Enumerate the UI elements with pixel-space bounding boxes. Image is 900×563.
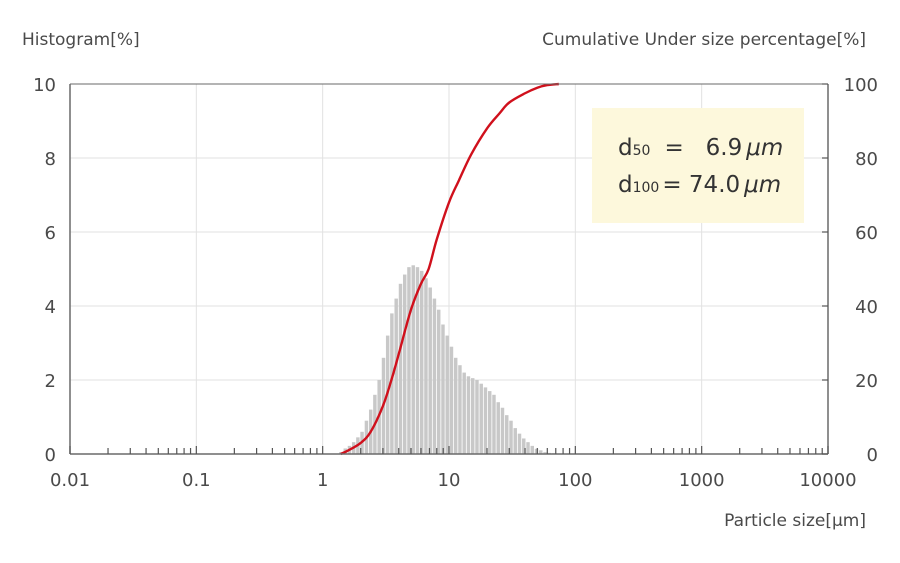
- histogram-bar: [500, 407, 505, 454]
- d100-subscript: 100: [633, 180, 660, 196]
- y-right-axis-label: Cumulative Under size percentage[%]: [542, 30, 866, 50]
- d50-annotation: d50 = 6.9 μm: [618, 135, 783, 161]
- histogram-bar: [534, 448, 539, 454]
- x-tick-label: 1: [317, 470, 328, 491]
- y-left-tick-label: 2: [45, 371, 56, 392]
- y-left-tick-label: 10: [33, 75, 56, 96]
- histogram-bar: [526, 442, 530, 454]
- histogram-bar: [466, 376, 471, 454]
- d50-subscript: 50: [633, 143, 651, 159]
- x-tick-label: 0.1: [182, 470, 211, 491]
- annotation-box: [592, 108, 804, 223]
- histogram-bar: [479, 383, 483, 454]
- y-left-tick-label: 8: [45, 149, 56, 170]
- histogram-bar: [543, 452, 547, 454]
- y-left-axis-label: Histogram[%]: [22, 30, 140, 50]
- histogram-bar: [509, 420, 513, 454]
- d100-name: d: [618, 172, 633, 198]
- histogram-bar: [398, 283, 403, 454]
- d100-value: = 74.0: [662, 172, 740, 198]
- histogram-bar: [402, 274, 407, 454]
- histogram-bar: [530, 445, 534, 454]
- histogram-bar: [475, 380, 479, 454]
- histogram-bar: [505, 415, 509, 454]
- tick-labels: 0.01 0.1 1 10 100 1000 10000024681002040608010…: [33, 75, 878, 491]
- histogram-bar: [483, 387, 488, 454]
- histogram-bar: [445, 335, 449, 454]
- y-left-tick-label: 0: [45, 445, 56, 466]
- histogram-bar: [539, 450, 543, 454]
- y-left-tick-label: 6: [45, 223, 56, 244]
- histogram-bar: [513, 428, 517, 454]
- x-tick-label: 1000: [679, 470, 725, 491]
- x-axis-label: Particle size[μm]: [724, 511, 866, 531]
- d50-unit: μm: [745, 135, 783, 161]
- d100-annotation: d100 = 74.0 μm: [618, 172, 781, 198]
- histogram-bar: [453, 357, 458, 454]
- y-right-tick-label: 60: [855, 223, 878, 244]
- histogram-bar: [449, 346, 454, 454]
- d50-name: d: [618, 135, 633, 161]
- histogram-bar: [470, 378, 475, 454]
- histogram-bar: [488, 391, 492, 454]
- y-right-tick-label: 80: [855, 149, 878, 170]
- histogram-bar: [419, 270, 424, 454]
- histogram-bar: [407, 267, 411, 454]
- x-tick-label: 0.01: [50, 470, 90, 491]
- histogram-bar: [522, 438, 526, 454]
- d50-value: = 6.9: [664, 135, 742, 161]
- y-right-tick-label: 40: [855, 297, 878, 318]
- axes: [69, 83, 829, 455]
- y-left-tick-label: 4: [45, 297, 56, 318]
- y-right-tick-label: 0: [867, 445, 878, 466]
- histogram-bar: [428, 287, 432, 454]
- histogram-bar: [424, 278, 428, 454]
- histogram-bar: [436, 309, 441, 454]
- x-tick-label: 10: [438, 470, 461, 491]
- x-tick-label: 100: [558, 470, 592, 491]
- histogram-bar: [492, 394, 496, 454]
- histogram-bar: [432, 298, 437, 454]
- histogram-bar: [517, 433, 522, 454]
- d100-unit: μm: [743, 172, 781, 198]
- x-tick-label: 10000: [799, 470, 856, 491]
- d-value-annotation: d50 = 6.9 μm d100 = 74.0 μm: [592, 108, 804, 223]
- histogram-bars: [339, 265, 556, 454]
- cumulative-curve: [340, 82, 559, 456]
- histogram-bar: [394, 298, 398, 454]
- histogram-bar: [411, 265, 415, 454]
- y-right-tick-label: 100: [844, 75, 878, 96]
- histogram-bar: [462, 372, 466, 454]
- histogram-bar: [415, 267, 420, 454]
- histogram-bar: [496, 402, 500, 454]
- y-right-tick-label: 20: [855, 371, 878, 392]
- histogram-bar: [390, 313, 394, 454]
- histogram-bar: [458, 365, 462, 454]
- grid-lines: [70, 84, 828, 454]
- histogram-bar: [441, 324, 445, 454]
